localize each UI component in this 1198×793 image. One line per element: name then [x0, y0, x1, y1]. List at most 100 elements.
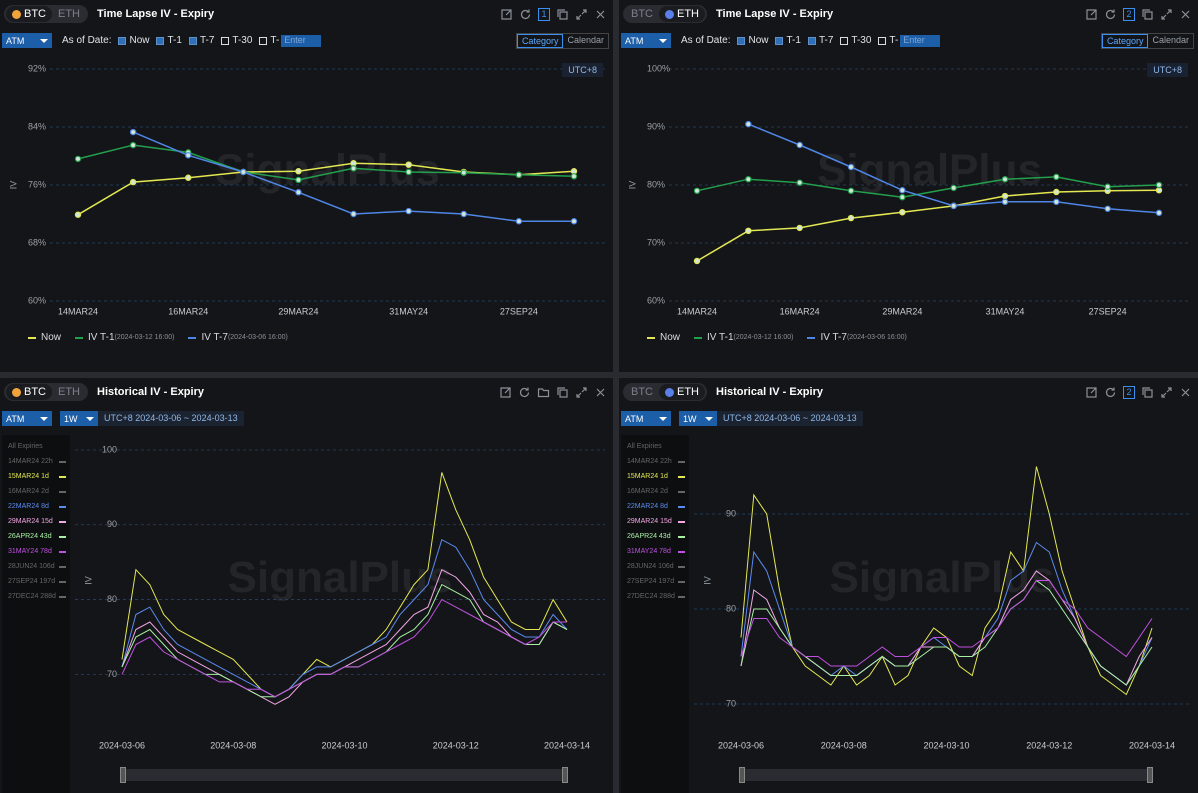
view-button[interactable]: Category: [516, 33, 564, 48]
chart: SignalPlus 70 80 90 100 IV 2024-03-06 2024-03-0…: [75, 444, 605, 750]
legend-label: IV T-7: [820, 332, 847, 343]
legend-entry[interactable]: 16MAR24 2d: [8, 488, 66, 495]
coin-toggle: BTC ETH: [623, 383, 707, 401]
legend-entry[interactable]: 26APR24 43d: [627, 533, 685, 540]
x-tick-label: 2024-03-14: [544, 740, 590, 750]
legend-entry[interactable]: 14MAR24 22h: [8, 458, 66, 465]
icon-export[interactable]: [1085, 386, 1098, 399]
slider-handle[interactable]: [739, 767, 745, 783]
mode-dropdown[interactable]: ATM: [621, 411, 671, 426]
date-input[interactable]: Enter: [900, 34, 941, 47]
checkbox[interactable]: T-7: [188, 35, 214, 46]
mode-dropdown[interactable]: ATM: [2, 33, 52, 48]
icon-refresh[interactable]: [1104, 386, 1117, 399]
coin-button[interactable]: ETH: [52, 6, 86, 22]
checkbox[interactable]: Now: [737, 35, 768, 46]
legend-entry[interactable]: IV T-7 (2024-03-06 16:00): [807, 332, 907, 343]
checkbox[interactable]: T-1: [156, 35, 182, 46]
icon-shape: [1086, 8, 1097, 20]
icon-close[interactable]: [1179, 386, 1192, 399]
period-dropdown[interactable]: 1W: [679, 411, 717, 426]
checkbox[interactable]: T-1: [775, 35, 801, 46]
coin-button[interactable]: ETH: [659, 6, 705, 22]
legend-entry[interactable]: 14MAR24 22h: [627, 458, 685, 465]
icon-copy[interactable]: [556, 8, 569, 21]
legend-entry[interactable]: Now: [28, 332, 61, 343]
icon-export[interactable]: [499, 386, 512, 399]
legend-entry[interactable]: 27SEP24 197d: [8, 578, 66, 585]
legend-entry[interactable]: 28JUN24 106d: [8, 563, 66, 570]
view-button[interactable]: Calendar: [567, 34, 604, 45]
coin-button[interactable]: BTC: [625, 6, 659, 22]
legend-entry[interactable]: 29MAR24 15d: [8, 518, 66, 525]
legend-entry[interactable]: 31MAY24 78d: [8, 548, 66, 555]
legend-entry[interactable]: IV T-1 (2024-03-12 16:00): [75, 332, 174, 343]
legend-swatch: [59, 520, 66, 523]
checkbox[interactable]: Now: [118, 35, 149, 46]
icon-folder[interactable]: [537, 386, 550, 399]
legend-entry[interactable]: 22MAR24 8d: [627, 503, 685, 510]
icon-close[interactable]: [594, 386, 607, 399]
icon-close[interactable]: [594, 8, 607, 21]
icon-copy[interactable]: [1141, 386, 1154, 399]
icon-close[interactable]: [1179, 8, 1192, 21]
legend-entry[interactable]: 27SEP24 197d: [627, 578, 685, 585]
icon-export[interactable]: [1085, 8, 1098, 21]
legend-swatch: [59, 550, 66, 553]
x-tick-label: 31MAY24: [986, 306, 1025, 316]
legend-entry[interactable]: 29MAR24 15d: [627, 518, 685, 525]
date-input[interactable]: Enter: [281, 34, 322, 47]
icon-expand[interactable]: [1160, 8, 1173, 21]
layout-badge[interactable]: 2: [1123, 7, 1135, 21]
period-dropdown[interactable]: 1W: [60, 411, 98, 426]
slider-handle[interactable]: [562, 767, 568, 783]
series-line: [740, 579, 1153, 686]
checkbox[interactable]: T-: [878, 35, 898, 46]
layout-badge[interactable]: 2: [1123, 385, 1135, 399]
legend-timestamp: (2024-03-06 16:00): [227, 334, 288, 341]
view-button[interactable]: Category: [1101, 33, 1149, 48]
checkbox[interactable]: T-30: [221, 35, 252, 46]
x-tick-label: 27SEP24: [500, 306, 538, 316]
legend-entry[interactable]: 26APR24 43d: [8, 533, 66, 540]
legend-entry[interactable]: 15MAR24 1d: [8, 473, 66, 480]
panel-header: BTC ETH Historical IV - Expiry 2: [619, 378, 1198, 406]
icon-refresh[interactable]: [1104, 8, 1117, 21]
icon-copy[interactable]: [556, 386, 569, 399]
coin-button[interactable]: ETH: [52, 384, 86, 400]
slider-handle[interactable]: [120, 767, 126, 783]
checkbox[interactable]: T-30: [840, 35, 871, 46]
legend-entry[interactable]: 27DEC24 288d: [8, 593, 66, 600]
coin-button[interactable]: BTC: [6, 6, 52, 22]
point-marker: [129, 178, 137, 186]
icon-refresh[interactable]: [518, 386, 531, 399]
icon-refresh[interactable]: [519, 8, 532, 21]
checkbox[interactable]: T-: [259, 35, 279, 46]
legend-entry[interactable]: IV T-1 (2024-03-12 16:00): [694, 332, 793, 343]
icon-expand[interactable]: [1160, 386, 1173, 399]
icon-export[interactable]: [500, 8, 513, 21]
legend-entry[interactable]: 27DEC24 288d: [627, 593, 685, 600]
legend-entry[interactable]: 15MAR24 1d: [627, 473, 685, 480]
view-button[interactable]: Calendar: [1152, 34, 1189, 45]
coin-button[interactable]: ETH: [659, 384, 705, 400]
mode-dropdown[interactable]: ATM: [621, 33, 671, 48]
legend-entry[interactable]: 31MAY24 78d: [627, 548, 685, 555]
coin-button[interactable]: BTC: [6, 384, 52, 400]
slider-handle[interactable]: [1147, 767, 1153, 783]
panel-title: Time Lapse IV - Expiry: [97, 8, 215, 20]
legend-label: 31MAY24 78d: [627, 548, 671, 555]
icon-copy[interactable]: [1141, 8, 1154, 21]
icon-expand[interactable]: [575, 8, 588, 21]
legend-entry[interactable]: Now: [647, 332, 680, 343]
icon-expand[interactable]: [575, 386, 588, 399]
legend-label: 28JUN24 106d: [627, 563, 674, 570]
legend-entry[interactable]: 22MAR24 8d: [8, 503, 66, 510]
legend-entry[interactable]: IV T-7 (2024-03-06 16:00): [188, 332, 288, 343]
mode-dropdown[interactable]: ATM: [2, 411, 52, 426]
legend-entry[interactable]: 28JUN24 106d: [627, 563, 685, 570]
coin-button[interactable]: BTC: [625, 384, 659, 400]
checkbox[interactable]: T-7: [807, 35, 833, 46]
layout-badge[interactable]: 1: [538, 7, 550, 21]
legend-entry[interactable]: 16MAR24 2d: [627, 488, 685, 495]
